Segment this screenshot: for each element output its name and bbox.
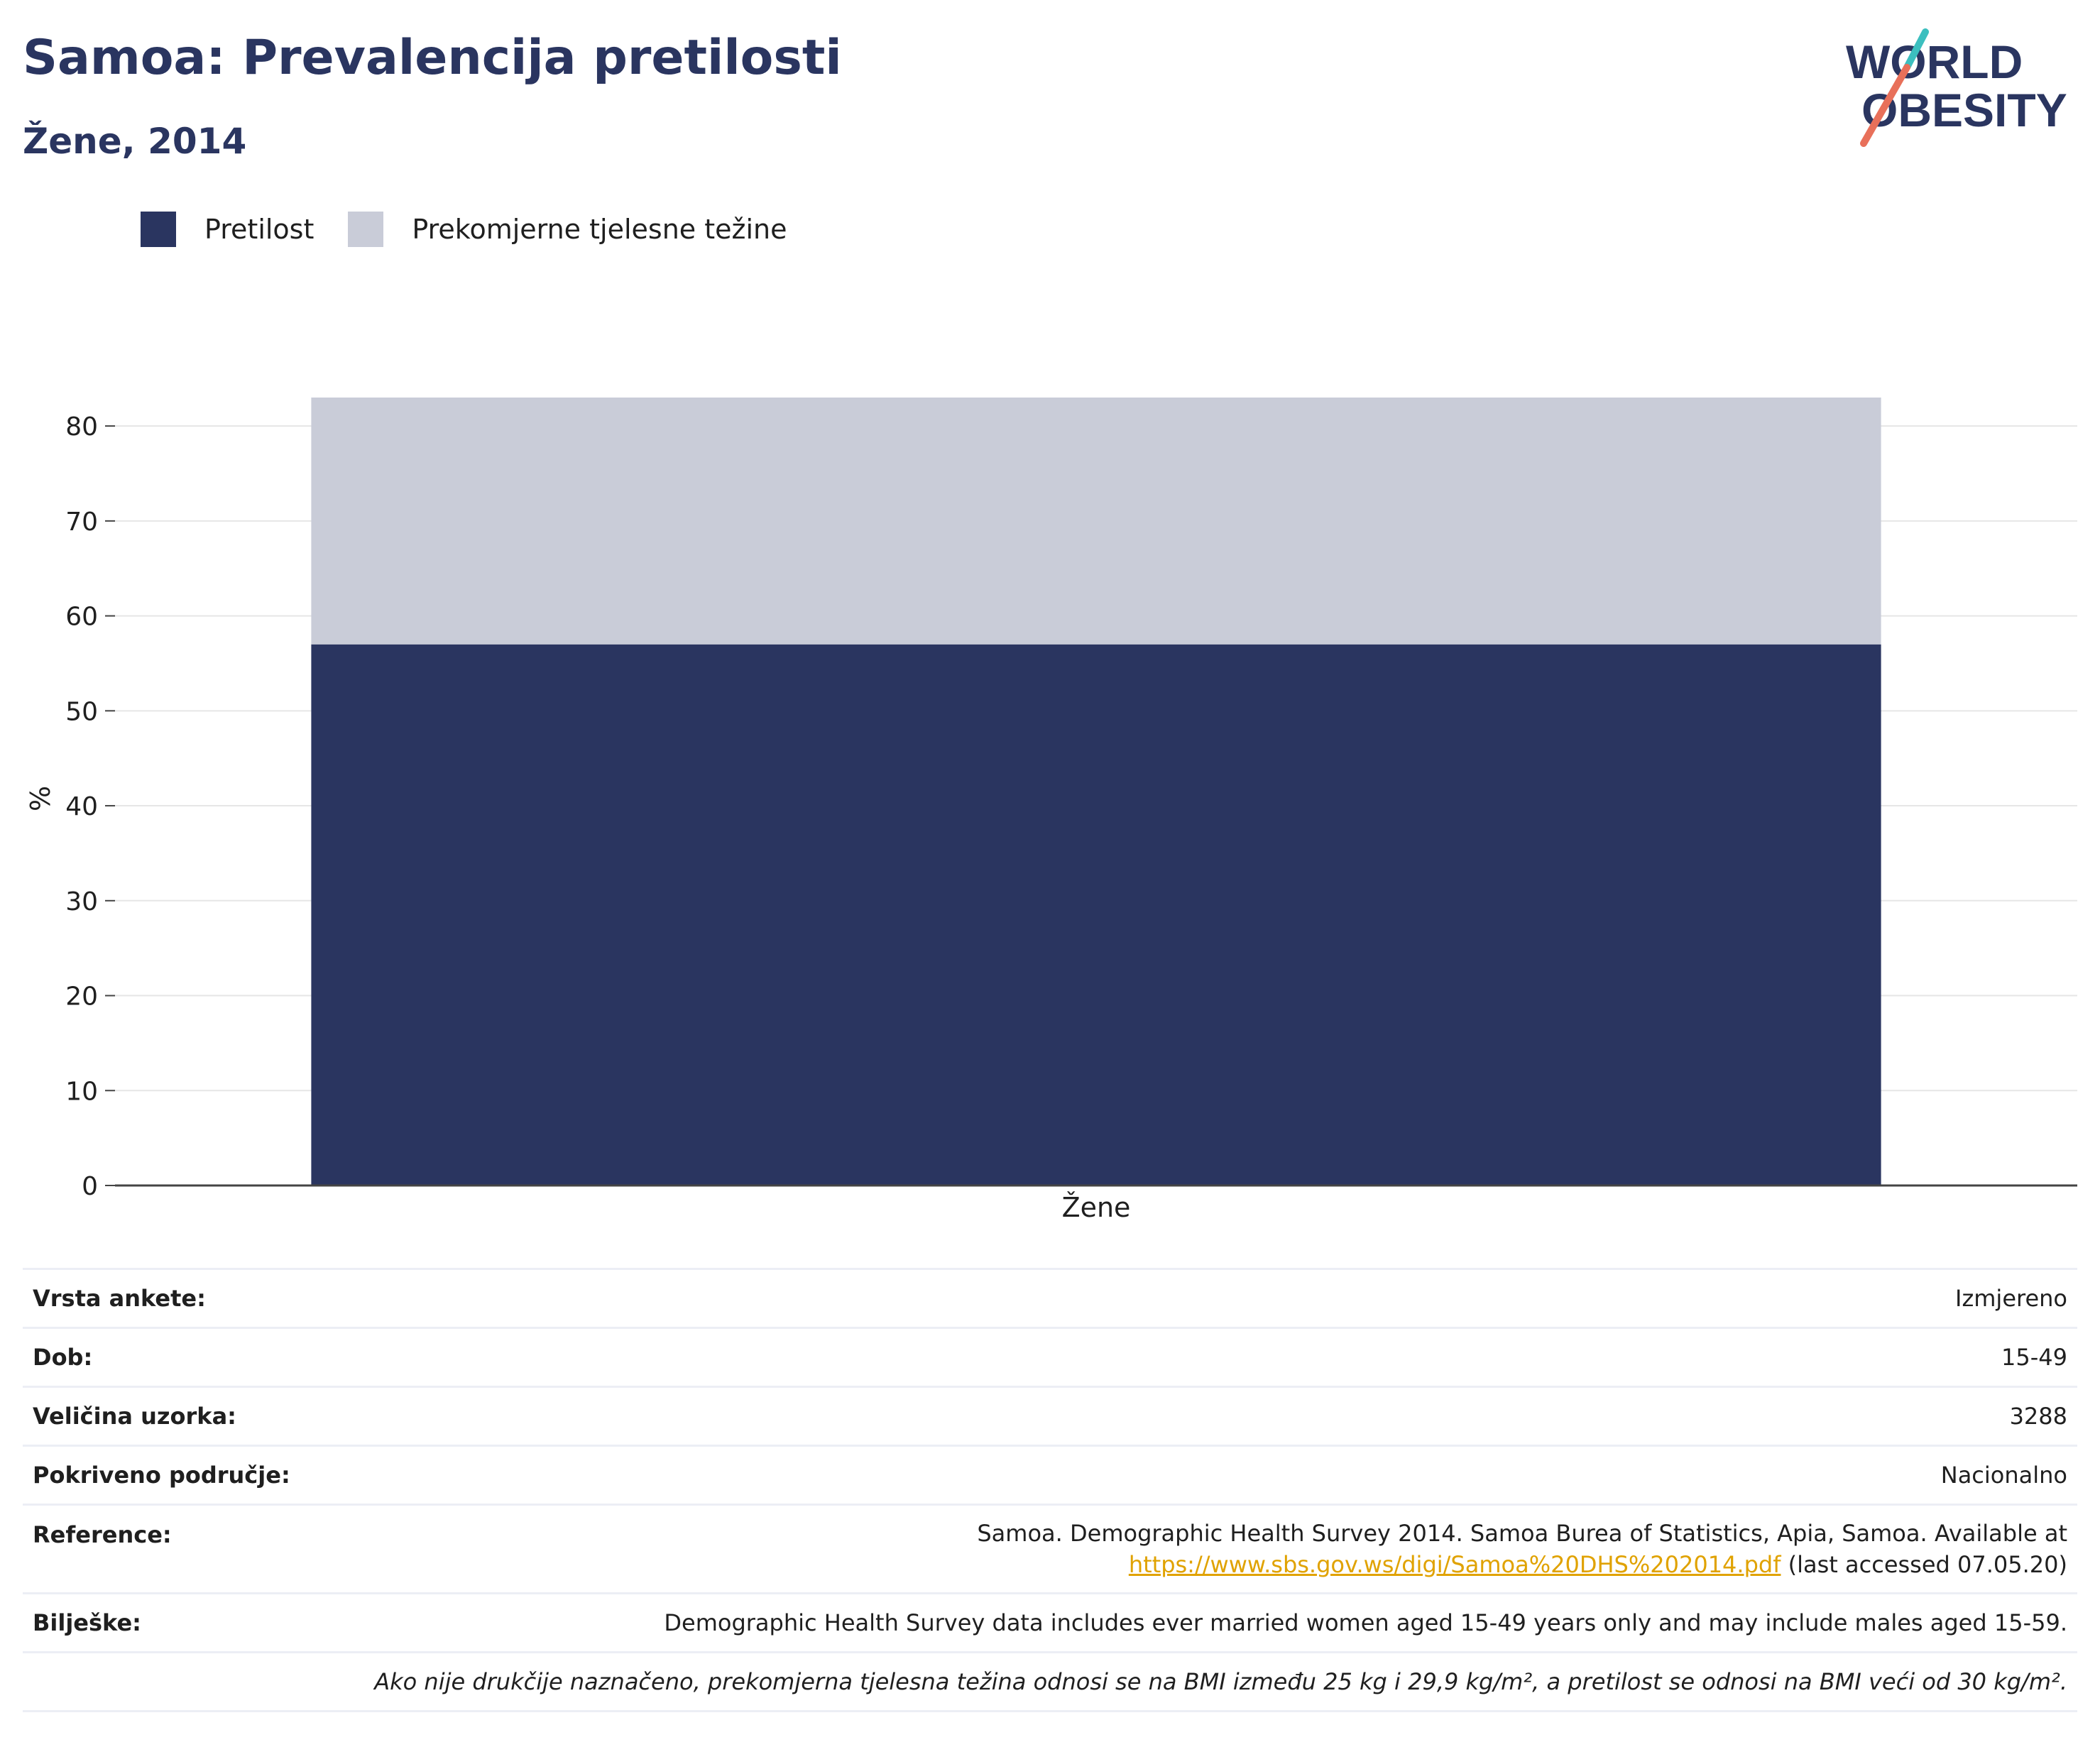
info-row-reference: Reference: Samoa. Demographic Health Sur…	[23, 1504, 2077, 1594]
reference-value: Samoa. Demographic Health Survey 2014. S…	[469, 1504, 2077, 1594]
y-tick-label-70: 70	[65, 508, 98, 537]
coverage-value: Nacionalno	[469, 1445, 2077, 1505]
survey-type-label: Vrsta ankete:	[23, 1268, 469, 1328]
reference-text: Samoa. Demographic Health Survey 2014. S…	[977, 1520, 2067, 1547]
coverage-label: Pokriveno područje:	[23, 1445, 469, 1505]
y-tick-label-10: 10	[65, 1077, 98, 1106]
reference-suffix: (last accessed 07.05.20)	[1788, 1551, 2067, 1578]
legend-label-prekomjerne: Prekomjerne tjelesne težine	[412, 214, 787, 245]
info-row-sample-size: Veličina uzorka: 3288	[23, 1386, 2077, 1446]
legend-swatch-pretilost	[141, 212, 176, 247]
survey-type-value: Izmjereno	[469, 1268, 2077, 1328]
notes-label: Bilješke:	[23, 1592, 469, 1653]
age-label: Dob:	[23, 1327, 469, 1387]
bar-chart: 0 10 20 30 40 50 60 70 80% Žene	[25, 398, 2077, 1221]
logo-line-1: WORLD	[1846, 35, 2023, 88]
sample-size-label: Veličina uzorka:	[23, 1386, 469, 1446]
world-obesity-logo: WORLD OBESITY	[1846, 28, 2067, 147]
bar-prekomjerne-0	[311, 398, 1881, 645]
reference-label: Reference:	[23, 1504, 469, 1594]
info-row-survey-type: Vrsta ankete: Izmjereno	[23, 1268, 2077, 1328]
legend-label-pretilost: Pretilost	[204, 214, 315, 245]
age-value: 15-49	[469, 1327, 2077, 1387]
legend-item-pretilost: Pretilost	[141, 212, 314, 247]
notes-value: Demographic Health Survey data includes …	[469, 1592, 2077, 1653]
info-row-notes: Bilješke: Demographic Health Survey data…	[23, 1592, 2077, 1653]
y-tick-label-0: 0	[82, 1172, 98, 1201]
y-axis-label: %	[25, 786, 56, 811]
y-tick-label-30: 30	[65, 887, 98, 916]
y-tick-label-80: 80	[65, 412, 98, 442]
info-row-coverage: Pokriveno područje: Nacionalno	[23, 1445, 2077, 1505]
bar-pretilost-0	[311, 644, 1881, 1185]
info-row-footnote: Ako nije drukčije naznačeno, prekomjerna…	[23, 1651, 2077, 1712]
info-row-age: Dob: 15-49	[23, 1327, 2077, 1387]
reference-link[interactable]: https://www.sbs.gov.ws/digi/Samoa%20DHS%…	[1128, 1551, 1781, 1578]
chart-legend: Pretilost Prekomjerne tjelesne težine	[141, 210, 821, 248]
y-tick-label-20: 20	[65, 982, 98, 1012]
survey-info-table: Vrsta ankete: Izmjereno Dob: 15-49 Velič…	[23, 1268, 2077, 1712]
x-tick-label-0: Žene	[1062, 1192, 1131, 1221]
footnote: Ako nije drukčije naznačeno, prekomjerna…	[23, 1651, 2077, 1712]
legend-item-prekomjerne: Prekomjerne tjelesne težine	[348, 212, 787, 247]
y-tick-label-50: 50	[65, 697, 98, 726]
page-subtitle: Žene, 2014	[23, 121, 247, 162]
page-title: Samoa: Prevalencija pretilosti	[23, 30, 842, 86]
legend-swatch-prekomjerne	[348, 212, 384, 247]
y-tick-label-40: 40	[65, 792, 98, 821]
y-tick-label-60: 60	[65, 603, 98, 632]
sample-size-value: 3288	[469, 1386, 2077, 1446]
